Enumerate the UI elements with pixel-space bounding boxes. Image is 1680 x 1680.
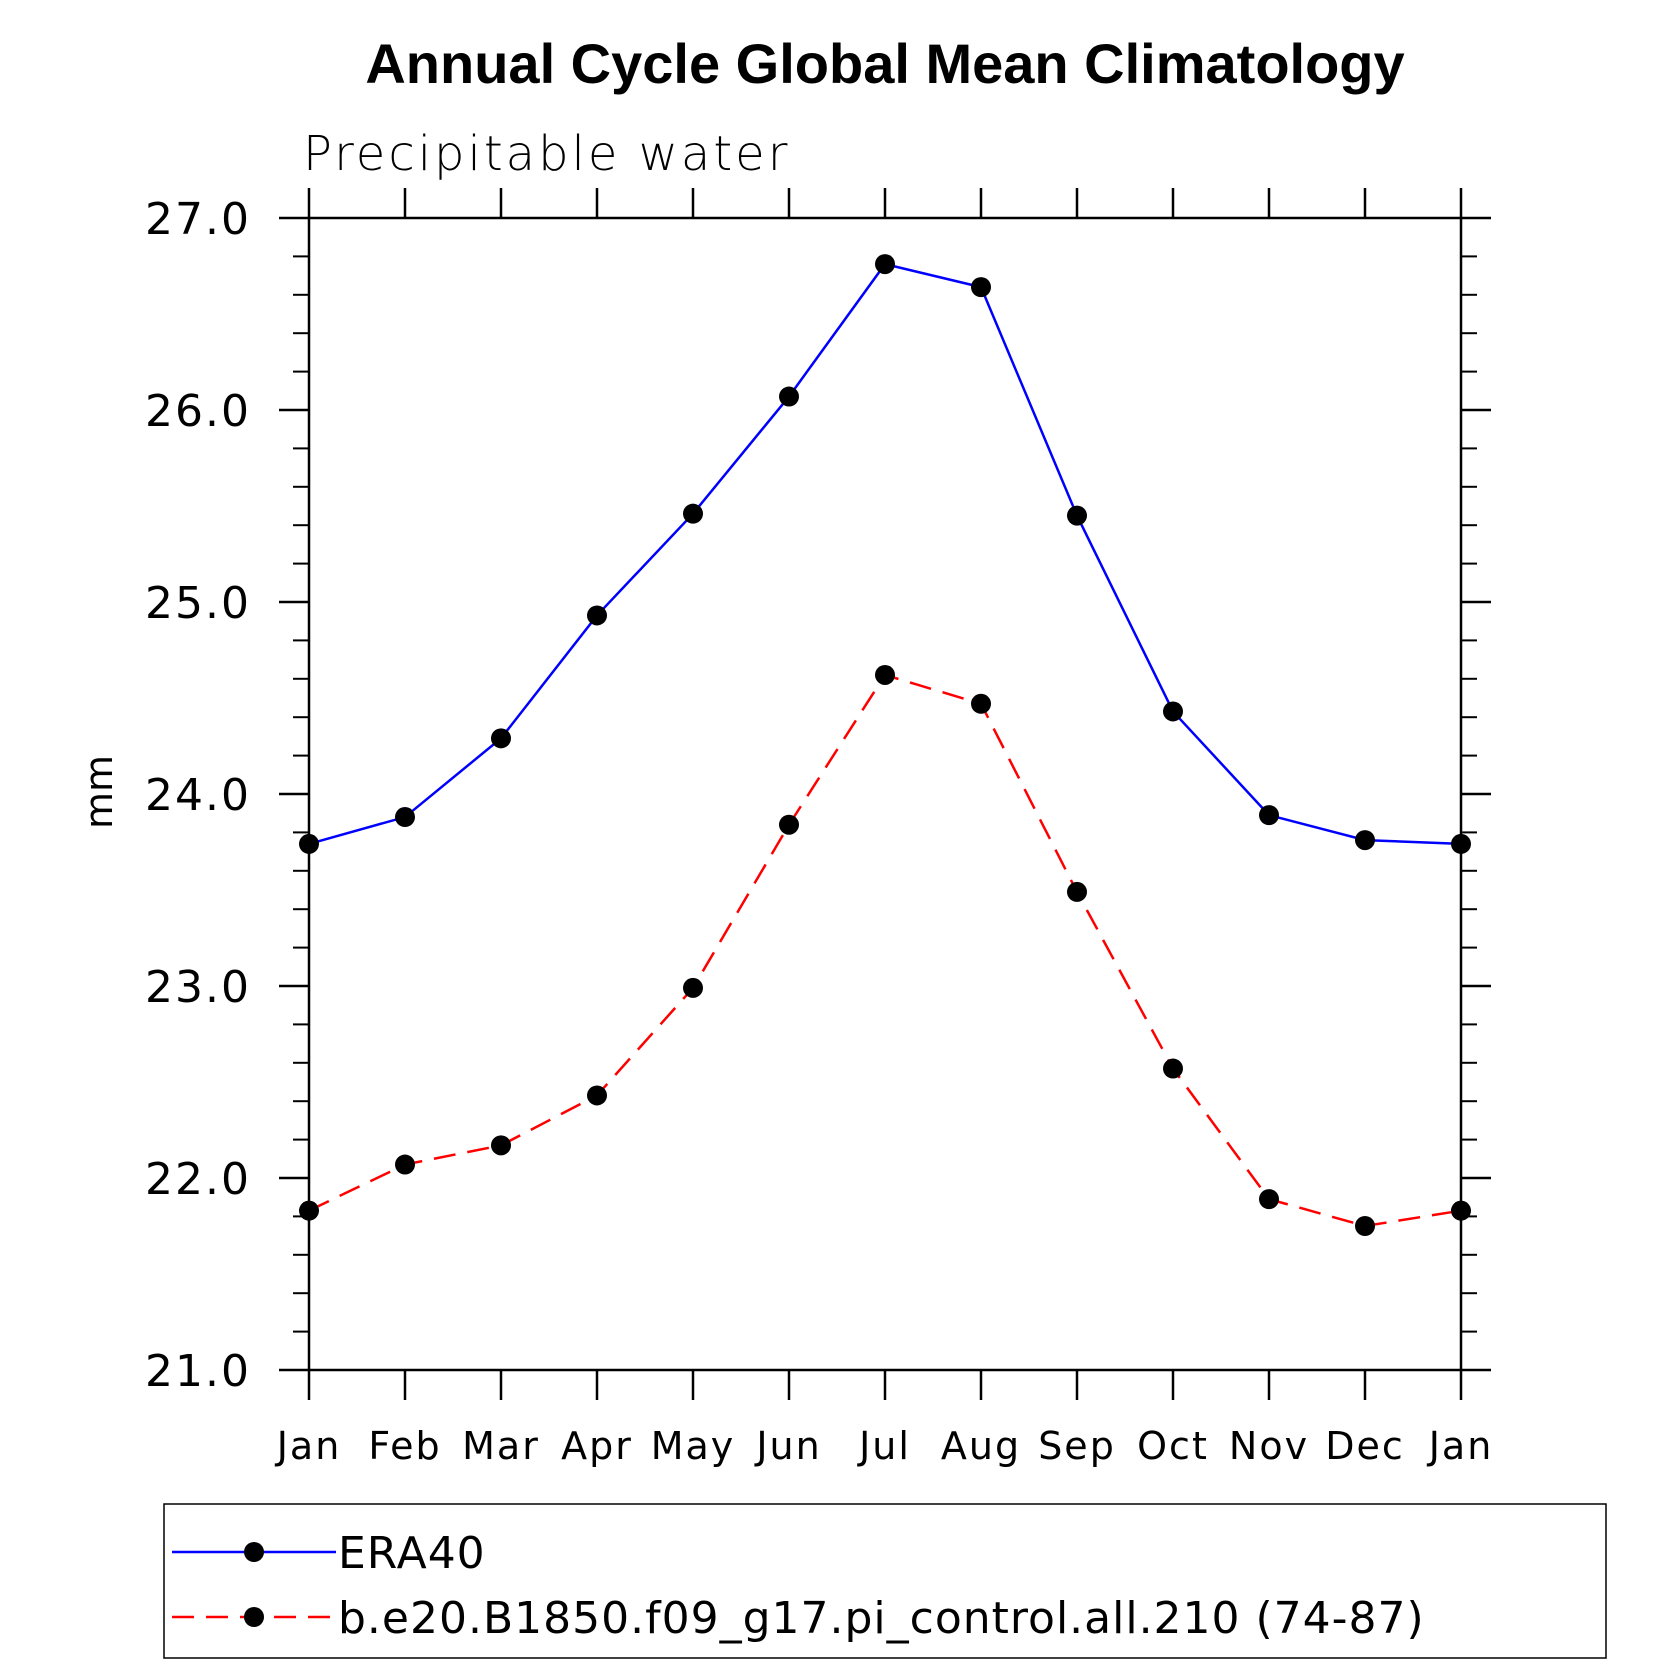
data-point: [1163, 701, 1183, 722]
x-tick-label: Apr: [561, 1424, 633, 1468]
plot-frame: [307, 216, 1463, 1372]
series-line: [308, 262, 1462, 846]
series-2: [299, 664, 1471, 1236]
data-point: [683, 503, 703, 524]
y-tick-label: 27.0: [145, 194, 251, 245]
data-point: [1259, 1189, 1279, 1210]
data-point: [779, 386, 799, 407]
x-tick-label: Jun: [754, 1424, 821, 1468]
data-point: [971, 693, 991, 714]
data-point: [395, 1154, 415, 1175]
data-point: [587, 1085, 607, 1106]
legend: ERA40 b.e20.B1850.f09_g17.pi_control.all.…: [163, 1503, 1607, 1659]
x-tick-label: Aug: [941, 1424, 1021, 1468]
x-tick-labels: Jan Feb Mar Apr May Jun Jul Aug Sep Oct Nov Dec Jan: [275, 1424, 1494, 1468]
data-point: [1355, 1216, 1375, 1236]
y-tick-label: 25.0: [145, 578, 251, 629]
data-point: [491, 728, 511, 749]
data-point: [1259, 805, 1279, 826]
y-tick-label: 26.0: [145, 386, 251, 437]
data-point: [875, 254, 895, 275]
data-point: [1451, 833, 1471, 854]
y-tick-label: 23.0: [145, 962, 251, 1013]
y-tick-label: 24.0: [145, 770, 251, 821]
x-tick-label: Feb: [368, 1424, 441, 1468]
x-tick-label: Sep: [1038, 1424, 1116, 1468]
legend-entry: b.e20.B1850.f09_g17.pi_control.all.210 (…: [172, 1593, 1425, 1644]
data-point: [971, 277, 991, 298]
legend-label: ERA40: [338, 1528, 486, 1579]
data-point: [1355, 830, 1375, 851]
x-tick-label: Oct: [1137, 1424, 1209, 1468]
y-tick-labels: 21.0 22.0 23.0 24.0 25.0 26.0 27.0: [145, 194, 251, 1397]
x-tick-label: Jul: [857, 1424, 911, 1468]
x-tick-label: Jan: [1427, 1424, 1494, 1468]
legend-entry: ERA40: [172, 1528, 486, 1579]
data-point: [875, 664, 895, 685]
data-point: [683, 977, 703, 998]
axis-ticks: [279, 188, 1491, 1400]
x-tick-label: May: [651, 1424, 736, 1468]
x-tick-label: Nov: [1229, 1424, 1309, 1468]
y-axis-label: mm: [77, 755, 121, 829]
series-line: [308, 673, 1462, 1228]
series-layer: [299, 254, 1471, 1236]
legend-marker: [244, 1607, 264, 1627]
x-tick-label: Mar: [462, 1424, 540, 1468]
legend-label: b.e20.B1850.f09_g17.pi_control.all.210 (…: [338, 1593, 1425, 1644]
data-point: [1067, 505, 1087, 526]
data-point: [1067, 881, 1087, 902]
data-point: [299, 833, 319, 854]
data-point: [395, 807, 415, 828]
chart-title: Annual Cycle Global Mean Climatology: [365, 32, 1404, 95]
x-tick-label: Jan: [275, 1424, 342, 1468]
data-point: [1451, 1200, 1471, 1221]
y-tick-label: 21.0: [145, 1346, 251, 1397]
legend-box: [163, 1503, 1607, 1659]
x-tick-label: Dec: [1325, 1424, 1405, 1468]
data-point: [779, 814, 799, 835]
data-point: [587, 605, 607, 626]
chart-subtitle: Precipitable water: [303, 126, 790, 182]
series-1: [299, 254, 1471, 854]
data-point: [1163, 1058, 1183, 1079]
data-point: [299, 1200, 319, 1221]
data-point: [491, 1135, 511, 1156]
legend-marker: [244, 1542, 264, 1562]
y-tick-label: 22.0: [145, 1154, 251, 1205]
